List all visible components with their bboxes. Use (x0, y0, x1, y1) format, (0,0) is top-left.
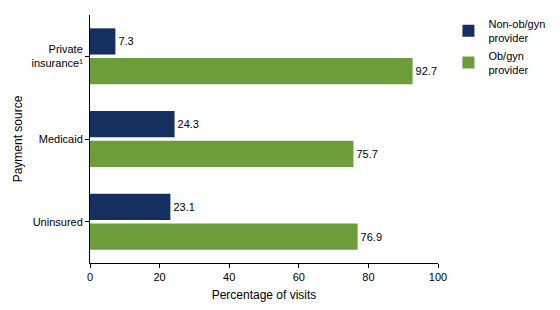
svg-text:92.7: 92.7 (416, 65, 437, 77)
svg-text:76.9: 76.9 (361, 231, 382, 243)
svg-text:75.7: 75.7 (356, 148, 377, 160)
svg-text:Uninsured: Uninsured (33, 216, 83, 228)
svg-text:60: 60 (293, 271, 305, 283)
svg-text:7.3: 7.3 (118, 35, 133, 47)
svg-text:24.3: 24.3 (178, 118, 199, 130)
svg-text:40: 40 (223, 271, 235, 283)
svg-text:0: 0 (87, 271, 93, 283)
svg-text:20: 20 (153, 271, 165, 283)
svg-text:100: 100 (429, 271, 447, 283)
svg-text:Privateinsurance¹: Privateinsurance¹ (31, 43, 83, 69)
svg-text:Ob/gynprovider: Ob/gynprovider (488, 50, 528, 76)
svg-text:Medicaid: Medicaid (39, 133, 83, 145)
svg-text:Percentage of visits: Percentage of visits (212, 288, 317, 302)
svg-text:80: 80 (362, 271, 374, 283)
svg-text:Non-ob/gynprovider: Non-ob/gynprovider (488, 18, 545, 44)
svg-text:23.1: 23.1 (173, 201, 194, 213)
svg-text:Payment source: Payment source (11, 95, 25, 182)
